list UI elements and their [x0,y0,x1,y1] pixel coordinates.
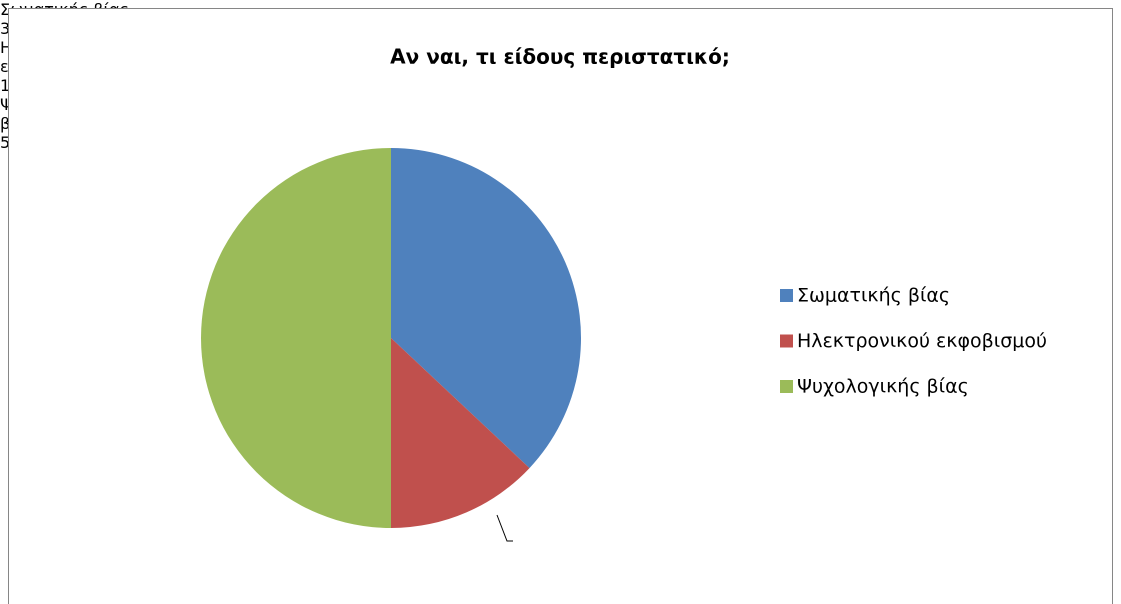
pie-slice [391,148,581,469]
legend-label: Ψυχολογικής βίας [797,376,969,398]
leader-line [496,514,513,542]
chart-title: Αν ναι, τι είδους περιστατικό; [390,45,730,69]
pie-slice [391,338,530,528]
pie-slice [201,148,391,528]
legend-swatch [780,334,793,348]
legend-label: Ηλεκτρονικού εκφοβισμού [797,330,1047,352]
legend-label: Σωματικής βίας [797,285,950,307]
legend-swatch [780,380,793,393]
legend-swatch [780,289,793,302]
